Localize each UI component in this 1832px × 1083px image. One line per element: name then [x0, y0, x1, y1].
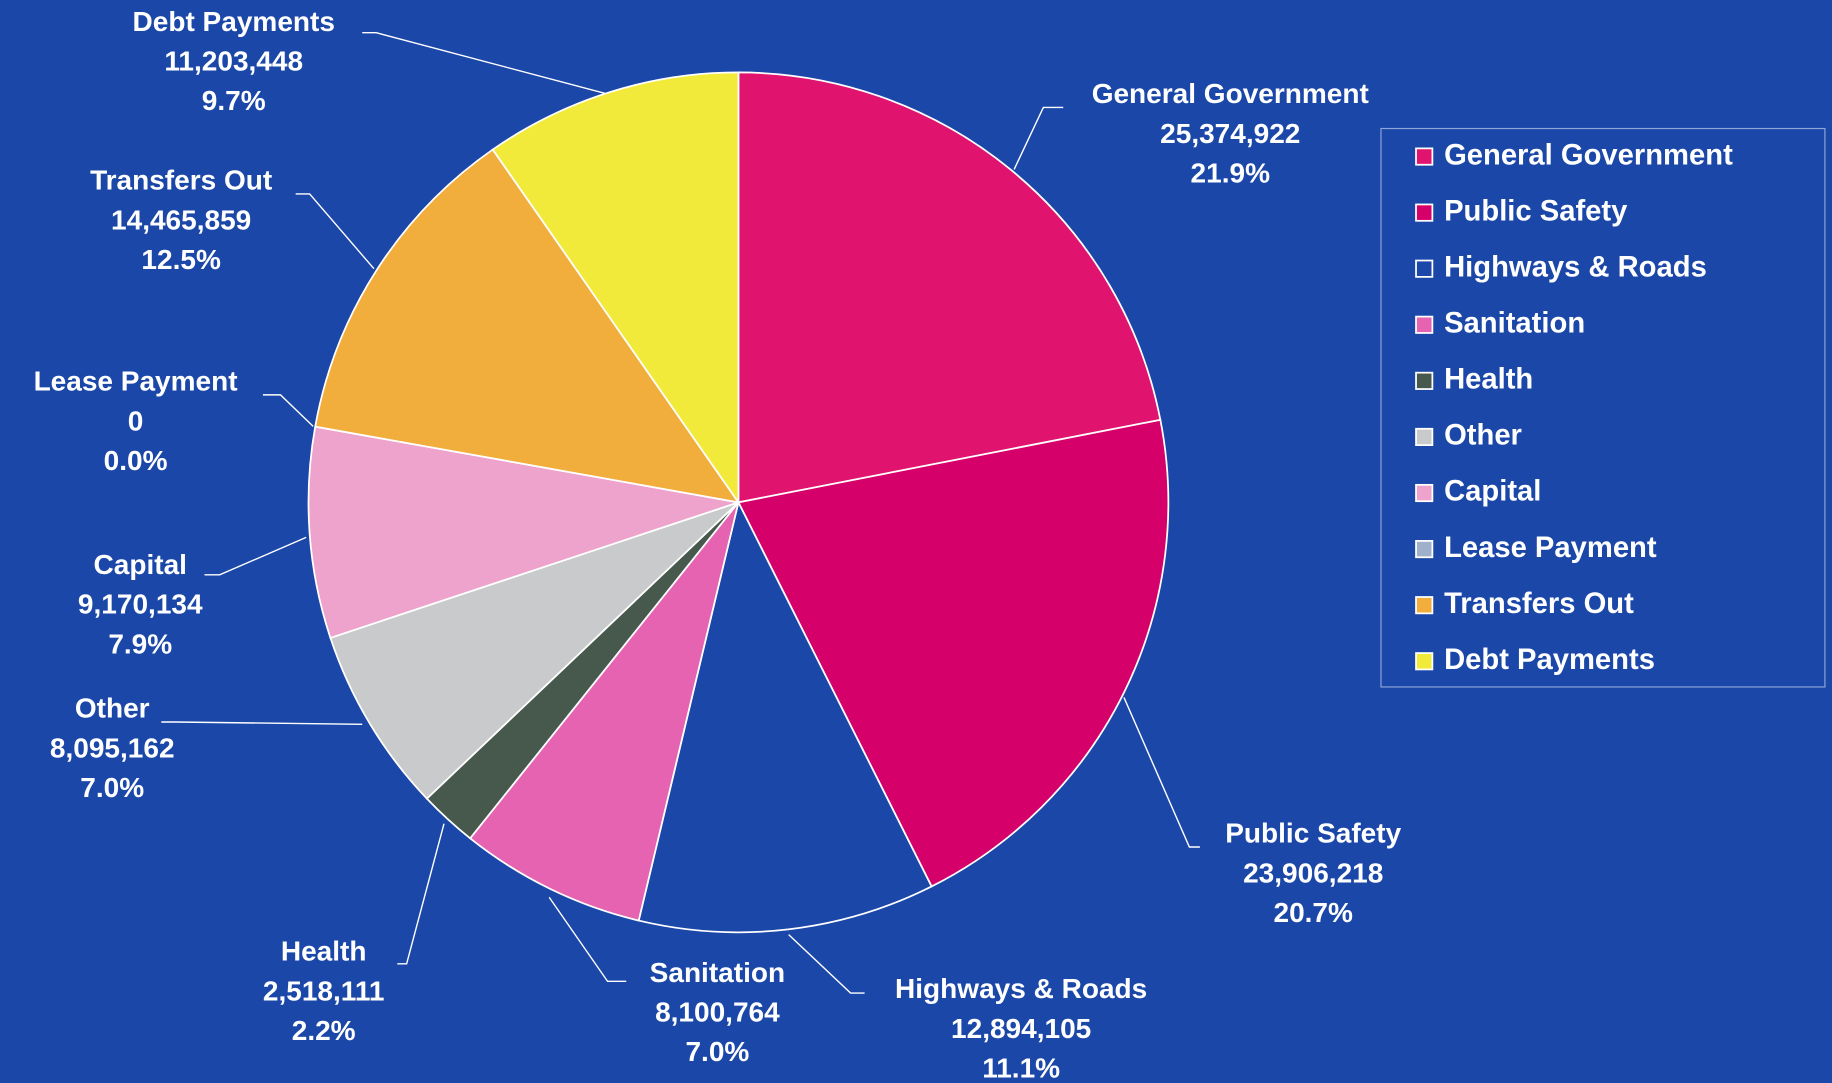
- slice-percent: 12.5%: [141, 244, 221, 275]
- slice-label: General Government: [1092, 78, 1369, 109]
- leader-line: [397, 823, 445, 965]
- legend-swatch: [1415, 540, 1434, 559]
- legend-label: General Government: [1444, 139, 1733, 171]
- pie-slice: [737, 418, 1170, 888]
- pie-slice: [468, 501, 740, 922]
- legend-label: Lease Payment: [1444, 532, 1657, 564]
- slice-label: Transfers Out: [90, 165, 272, 196]
- leader-line: [788, 934, 865, 994]
- leader-line: [1013, 106, 1064, 170]
- slice-percent: 9.7%: [202, 85, 266, 116]
- slice-percent: 21.9%: [1191, 158, 1271, 189]
- legend-label: Health: [1444, 364, 1533, 396]
- slice-value: 12,894,105: [951, 1013, 1091, 1044]
- legend-label: Sanitation: [1444, 308, 1585, 340]
- slice-value: 2,518,111: [263, 975, 385, 1006]
- leader-line: [204, 536, 307, 576]
- slice-label: Highways & Roads: [895, 973, 1147, 1004]
- slice-percent: 7.0%: [80, 772, 144, 803]
- legend-label: Highways & Roads: [1444, 251, 1707, 283]
- slice-label: Other: [75, 693, 150, 724]
- slice-percent: 2.2%: [292, 1015, 356, 1046]
- legend-label: Debt Payments: [1444, 644, 1655, 676]
- slice-value: 11,203,448: [164, 45, 303, 76]
- slice-label: Debt Payments: [133, 6, 335, 37]
- slice-label: Health: [281, 936, 367, 967]
- legend-swatch: [1415, 147, 1434, 166]
- slice-value: 23,906,218: [1243, 857, 1383, 888]
- legend-swatch: [1415, 427, 1434, 446]
- slice-percent: 7.9%: [108, 628, 172, 659]
- legend-label: Capital: [1444, 476, 1541, 508]
- slice-label: Capital: [94, 549, 187, 580]
- leader-line: [161, 721, 363, 726]
- slice-value: 0: [128, 405, 144, 436]
- slice-label: Public Safety: [1225, 818, 1401, 849]
- pie-slice: [637, 499, 933, 934]
- pie-slice: [307, 425, 739, 640]
- leader-line: [295, 193, 375, 270]
- leader-line: [262, 394, 314, 427]
- legend-swatch: [1415, 596, 1434, 615]
- slice-value: 9,170,134: [78, 589, 203, 620]
- slice-percent: 11.1%: [982, 1053, 1060, 1083]
- leader-line: [1123, 697, 1200, 848]
- pie-slice: [737, 71, 1162, 504]
- pie-slice: [314, 148, 741, 504]
- slice-value: 8,100,764: [655, 996, 780, 1027]
- legend-swatch: [1415, 259, 1434, 278]
- legend-swatch: [1415, 483, 1434, 503]
- legend-label: Other: [1444, 420, 1522, 452]
- leader-line: [548, 896, 627, 983]
- legend-swatch: [1415, 652, 1434, 671]
- legend-label: Public Safety: [1444, 195, 1628, 227]
- pie-slice: [491, 71, 740, 506]
- slice-value: 8,095,162: [50, 732, 175, 763]
- slice-value: 25,374,922: [1160, 118, 1300, 149]
- slice-percent: 20.7%: [1273, 897, 1353, 928]
- leader-line: [362, 32, 606, 95]
- pie-slice: [329, 501, 740, 800]
- slice-percent: 0.0%: [104, 445, 168, 476]
- legend-swatch: [1415, 371, 1434, 390]
- legend-swatch: [1415, 203, 1434, 222]
- slice-value: 14,465,859: [111, 204, 251, 235]
- legend-box: [1380, 127, 1826, 688]
- slice-percent: 7.0%: [685, 1036, 749, 1067]
- legend-label: Transfers Out: [1444, 588, 1634, 620]
- slice-label: Lease Payment: [34, 366, 238, 397]
- legend-swatch: [1415, 315, 1434, 334]
- slice-label: Sanitation: [650, 957, 785, 988]
